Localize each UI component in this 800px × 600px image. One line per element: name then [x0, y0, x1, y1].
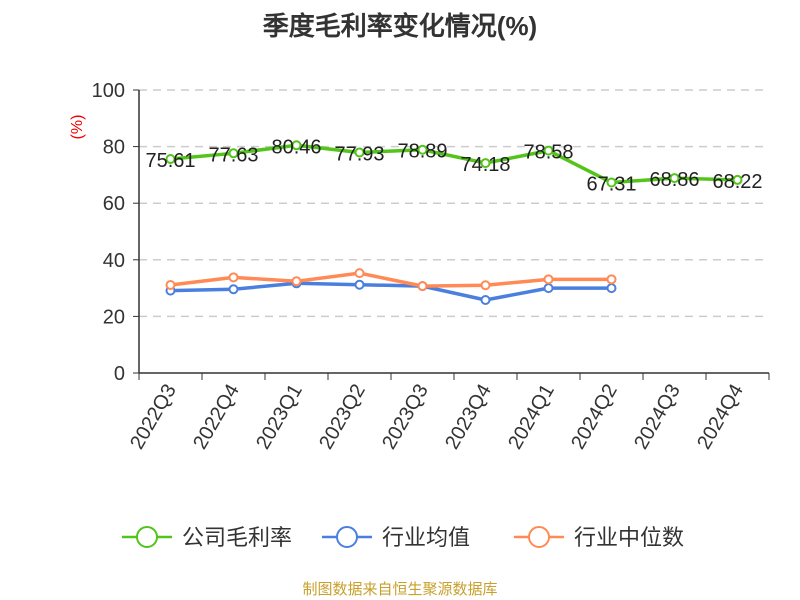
- data-label: 74.18: [460, 154, 510, 176]
- data-label: 80.46: [271, 136, 321, 158]
- legend-label: 公司毛利率: [182, 525, 292, 550]
- y-tick-label: 40: [103, 250, 125, 272]
- data-point: [417, 144, 428, 155]
- data-point: [480, 294, 491, 305]
- data-label: 77.63: [208, 144, 258, 166]
- legend-label: 行业中位数: [574, 525, 684, 550]
- data-label: 68.86: [649, 169, 699, 191]
- x-tick-label: 2023Q2: [315, 381, 370, 454]
- legend-marker: [136, 526, 158, 548]
- legend-marker: [528, 526, 550, 548]
- y-tick-label: 80: [103, 137, 125, 159]
- data-point: [606, 274, 617, 285]
- source-note: 制图数据来自恒生聚源数据库: [302, 581, 498, 598]
- data-point: [228, 284, 239, 295]
- data-point: [732, 174, 743, 185]
- data-point: [669, 173, 680, 184]
- data-point: [165, 154, 176, 165]
- chart-title: 季度毛利率变化情况(%): [262, 11, 538, 41]
- data-point: [417, 281, 428, 292]
- series-line-0: [170, 143, 738, 185]
- y-tick-label: 100: [92, 80, 125, 102]
- x-tick-label: 2024Q3: [630, 381, 685, 454]
- data-label: 67.31: [586, 174, 636, 196]
- data-point: [228, 272, 239, 283]
- data-point: [606, 283, 617, 294]
- y-axis-label: (%): [69, 115, 86, 140]
- data-point: [228, 148, 239, 159]
- data-point: [354, 147, 365, 158]
- data-point: [291, 276, 302, 287]
- y-tick-label: 0: [114, 363, 125, 385]
- y-tick-label: 20: [103, 306, 125, 328]
- data-point: [480, 280, 491, 291]
- legend-label: 行业均值: [382, 525, 470, 550]
- data-point: [165, 279, 176, 290]
- x-tick-label: 2024Q1: [504, 381, 559, 454]
- data-point: [291, 140, 302, 151]
- data-point: [543, 145, 554, 156]
- data-point: [354, 279, 365, 290]
- x-tick-label: 2023Q1: [252, 381, 307, 454]
- data-label: 77.93: [334, 143, 384, 165]
- x-tick-label: 2023Q4: [441, 381, 496, 454]
- data-label: 68.22: [712, 171, 762, 193]
- x-tick-label: 2023Q3: [378, 381, 433, 454]
- data-point: [543, 283, 554, 294]
- legend-marker: [336, 526, 358, 548]
- data-point: [543, 274, 554, 285]
- data-label: 75.61: [145, 150, 195, 172]
- data-label: 78.58: [523, 142, 573, 164]
- series-line-2: [170, 271, 612, 288]
- x-tick-label: 2022Q3: [126, 381, 181, 454]
- data-point: [354, 268, 365, 279]
- data-label: 78.89: [397, 141, 447, 163]
- x-tick-label: 2024Q2: [567, 381, 622, 454]
- y-tick-label: 60: [103, 193, 125, 215]
- x-tick-label: 2024Q4: [693, 381, 748, 454]
- data-point: [480, 158, 491, 169]
- data-point: [606, 177, 617, 188]
- series-line-1: [170, 281, 612, 302]
- x-tick-label: 2022Q4: [189, 381, 244, 454]
